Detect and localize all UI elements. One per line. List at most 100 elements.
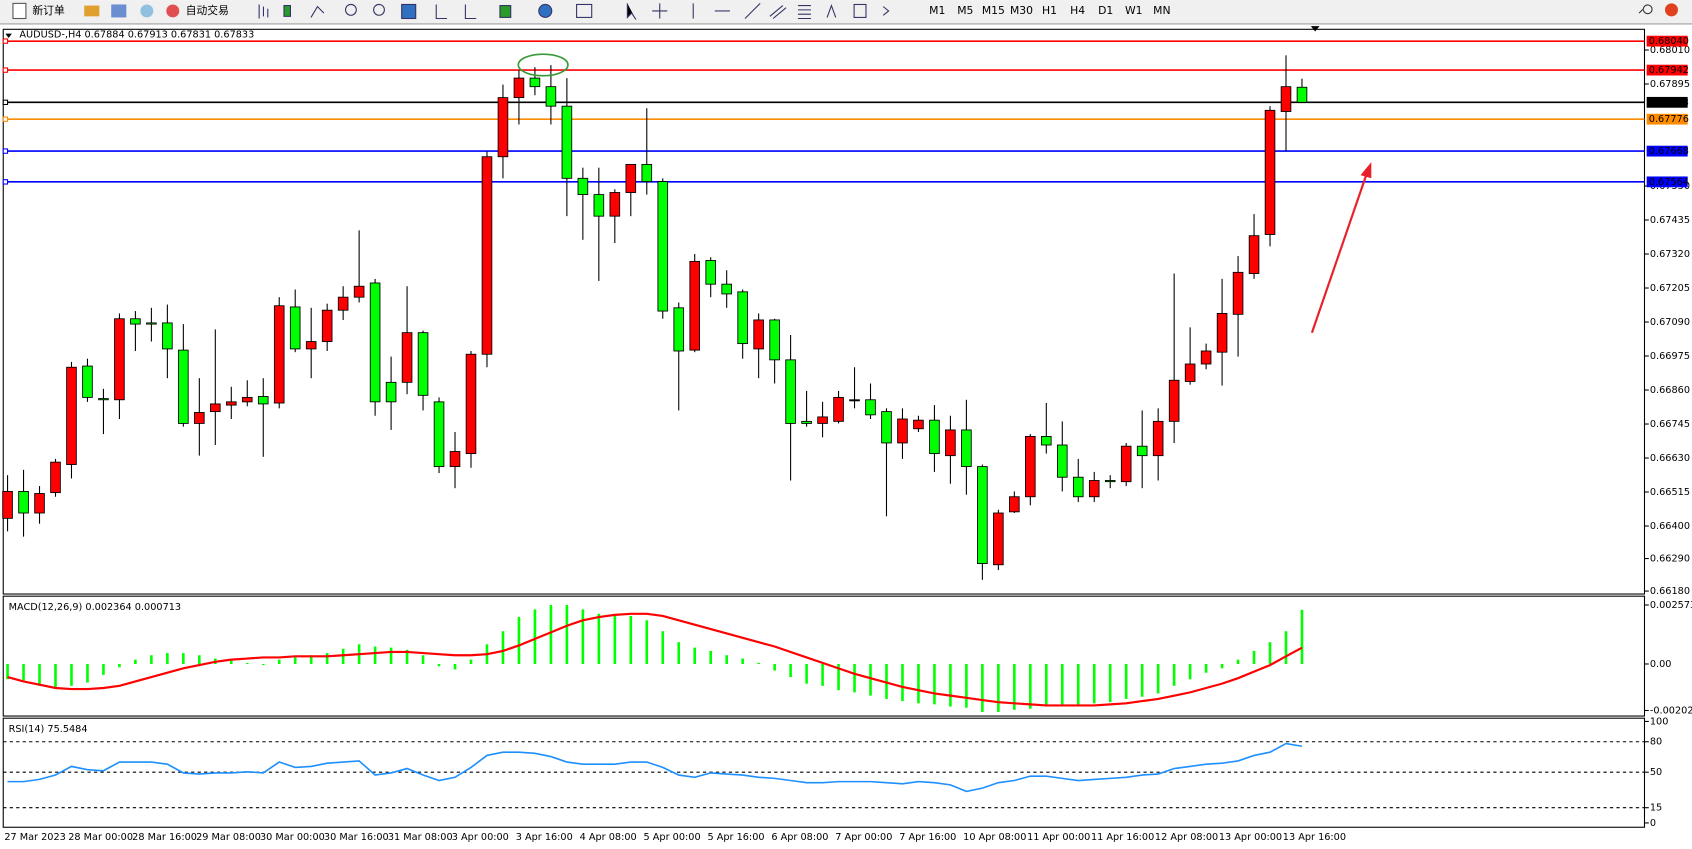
macd-bar [1045,663,1048,707]
candle-body [162,322,173,350]
candle-body [34,493,45,514]
macd-bar [917,663,920,704]
timeframe-button[interactable]: MN [1153,4,1170,17]
y-tick-label: 0.00 [1650,659,1672,670]
x-tick-label: 6 Apr 08:00 [771,832,828,843]
macd-bar [102,663,105,675]
x-tick-label: 5 Apr 16:00 [707,832,764,843]
level-label-box [1646,113,1688,125]
macd-bar [86,663,89,683]
line-tool[interactable] [310,5,325,18]
y-tick-label: 0.67895 [1650,79,1690,90]
macd-bar [805,663,808,684]
candle-body [1280,86,1292,112]
candle-body [1136,445,1148,457]
candle-body [1088,480,1100,498]
new-order-button[interactable]: 新订单 [32,4,65,17]
auto-trading-button[interactable]: 自动交易 [186,4,229,17]
macd-bar [118,663,121,668]
scroll-tool[interactable] [435,4,448,20]
trendline[interactable] [744,3,761,19]
timeframe-button[interactable]: H4 [1070,4,1085,17]
notification-badge[interactable] [1665,3,1678,17]
timeframe-button[interactable]: M5 [957,4,973,17]
level-anchor [2,179,9,185]
new-order-icon[interactable] [12,2,27,20]
candle-body [513,77,525,99]
macd-bar [70,663,73,686]
channel[interactable] [769,5,787,19]
candle-body [641,163,653,183]
timeframe-button[interactable]: W1 [1125,4,1143,17]
timeframe-button[interactable]: M30 [1010,4,1033,17]
level-label: 0.67564 [1649,177,1689,188]
macd-bar [453,663,457,670]
candle-body [657,181,669,312]
candle-tool[interactable] [283,5,291,17]
macd-bar [613,615,617,664]
macd-bar [757,662,760,664]
x-tick-label: 10 Apr 08:00 [963,832,1026,843]
navigator-icon[interactable] [111,4,127,18]
candle-body [705,260,716,285]
candle-body [321,309,333,342]
macd-bar [501,631,505,664]
level-label: 0.67833 [1649,97,1689,108]
macd-bar [645,620,649,664]
candle-body [769,319,780,361]
candle-body [369,282,381,403]
zoom-out[interactable] [373,3,385,16]
level-anchor [2,67,9,73]
toolbar: 新订单 自动交易 [0,0,1692,25]
shift-tool[interactable] [464,4,477,20]
toolbar-bg [0,0,1692,24]
zoom-in[interactable] [344,3,357,16]
plot-area: 0.680100.678950.675500.674350.673200.672… [2,35,1692,843]
text-tool[interactable] [826,3,837,18]
x-tick-label: 13 Apr 16:00 [1283,832,1346,843]
macd-bar [182,653,185,664]
fibonacci[interactable] [797,5,811,20]
candle-body [833,396,844,422]
macd-bar [693,647,697,664]
macd-bar [261,663,265,666]
y-tick-label: 0.66860 [1650,385,1690,396]
terminal-icon[interactable] [140,4,154,18]
tile-windows[interactable] [401,3,417,20]
cursor[interactable] [626,3,637,20]
arrows[interactable] [882,6,890,16]
bar-chart-tool[interactable] [258,4,269,19]
crosshair[interactable] [652,3,668,19]
candle-body [929,419,940,455]
y-tick-label: 80 [1650,737,1662,748]
macd-bar [581,609,585,664]
candle-body [977,466,988,565]
candle-body [1200,350,1212,365]
x-tick-label: 11 Apr 00:00 [1027,832,1090,843]
panels [2,28,1646,828]
auto-trading-icon[interactable] [166,4,180,18]
search-icon[interactable] [1638,4,1653,15]
y-tick-label: 0.66180 [1650,586,1690,597]
timeframe-button[interactable]: H1 [1042,4,1057,17]
timeframe-button[interactable]: D1 [1098,4,1113,17]
candle-body [609,192,621,217]
timeframe-button[interactable]: M1 [929,4,945,17]
x-tick-label: 7 Apr 16:00 [899,832,956,843]
macd-bar [1124,663,1128,699]
periods[interactable] [538,3,553,18]
timeframe-button[interactable]: M15 [982,4,1005,17]
y-tick-label: 0.66630 [1650,453,1690,464]
candle-body [465,353,477,455]
candle-body [801,420,812,424]
macd-bar [1092,663,1096,704]
label-tool[interactable] [853,3,867,18]
templates[interactable] [576,3,593,18]
y-tick-label: -0.002028 [1650,705,1692,716]
candle-body [1216,313,1228,353]
indicators[interactable] [499,5,512,18]
candle-body [2,490,13,519]
market-watch-icon[interactable] [84,5,100,17]
candle-body [545,86,557,107]
macd-panel [2,595,1646,717]
